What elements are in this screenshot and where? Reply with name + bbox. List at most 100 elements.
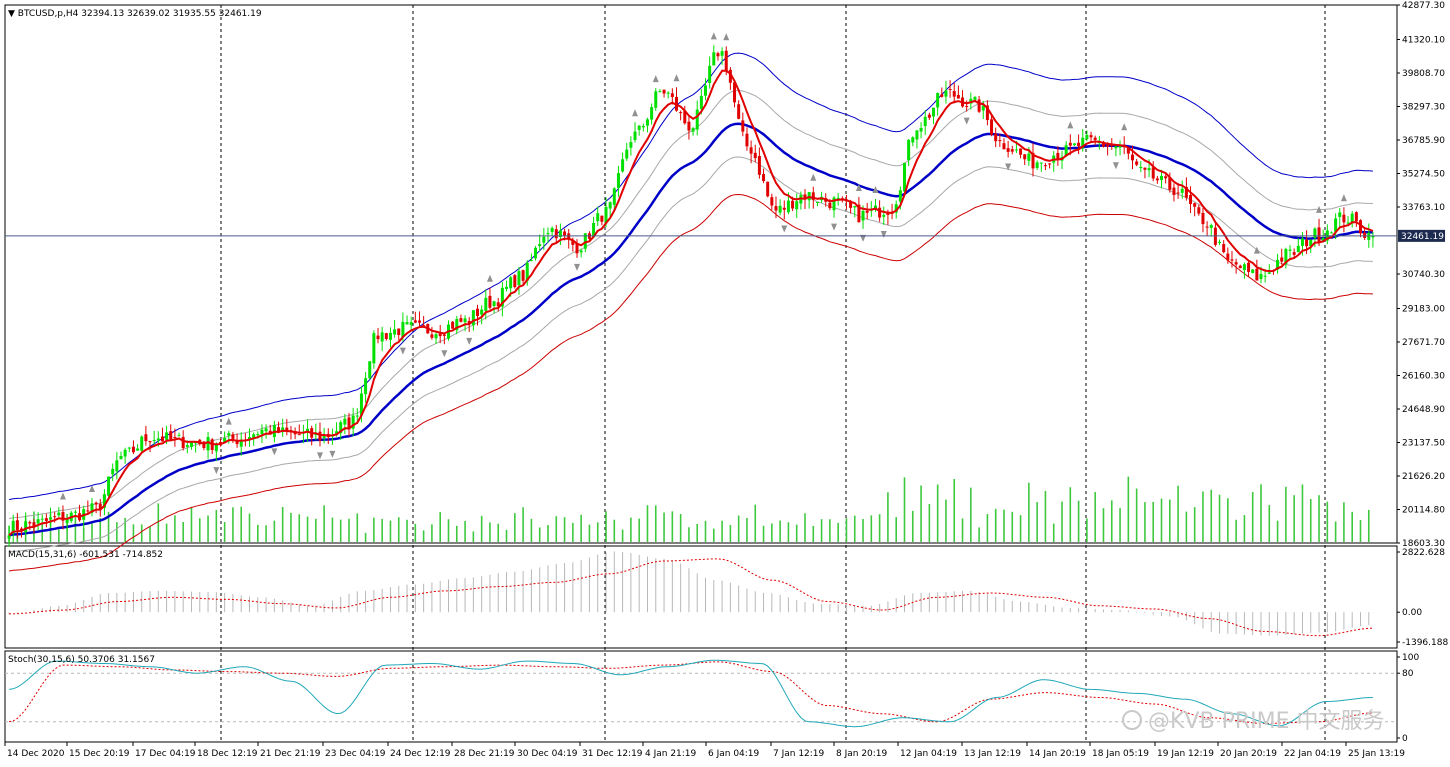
candle-body	[181, 436, 185, 449]
fractal-up-arrow	[673, 74, 680, 82]
candle	[654, 88, 658, 111]
current-price-tag	[1398, 229, 1445, 242]
candle	[641, 123, 645, 132]
candle	[753, 144, 757, 163]
candle-body	[1101, 141, 1105, 147]
candle-body	[733, 82, 737, 103]
candle	[227, 430, 231, 444]
candle-body	[878, 207, 882, 218]
candle-body	[1002, 143, 1006, 150]
time-tick-label: 31 Dec 12:19	[582, 749, 643, 759]
candle	[140, 435, 144, 453]
candle-body	[579, 250, 583, 253]
candle	[372, 330, 376, 369]
current-price-label: 32461.19	[1401, 232, 1444, 242]
fractal-down-arrow	[271, 448, 278, 456]
candle-body	[1234, 262, 1238, 265]
candle-body	[637, 125, 641, 130]
ema-slow-line	[8, 122, 1373, 537]
candle-body	[1334, 218, 1338, 232]
candle-body	[550, 227, 554, 232]
watermark: @KVB PRIME 中文服务	[1148, 709, 1384, 734]
candle-body	[936, 92, 940, 108]
candle	[500, 282, 504, 317]
candle-body	[1309, 239, 1313, 247]
candle-body	[463, 318, 467, 323]
candle	[107, 476, 111, 497]
candle-body	[227, 433, 231, 436]
candle-body	[1201, 212, 1205, 225]
candle-body	[865, 210, 869, 213]
candle-body	[737, 104, 741, 119]
candle	[998, 133, 1002, 148]
candle-body	[770, 197, 774, 206]
candle	[579, 248, 583, 258]
candle-body	[1135, 161, 1139, 165]
candle-body	[28, 522, 32, 524]
candle	[152, 430, 156, 447]
candle-body	[1255, 268, 1259, 281]
macd-tick-label: 0.00	[1402, 608, 1422, 618]
candle	[592, 216, 596, 238]
inner-upper-envelope-line	[9, 89, 1373, 519]
candle-body	[720, 51, 724, 56]
candle-body	[61, 512, 65, 521]
candle-body	[546, 233, 550, 235]
candle-body	[359, 393, 363, 416]
candle-body	[277, 427, 281, 433]
candle	[853, 205, 857, 218]
candle-body	[699, 95, 703, 109]
candle-body	[1019, 148, 1023, 155]
candle	[911, 136, 915, 147]
candle	[1201, 207, 1205, 233]
candle	[645, 117, 649, 133]
candle-body	[932, 107, 936, 117]
candle	[438, 324, 442, 344]
candle-body	[994, 133, 998, 142]
candle	[451, 320, 455, 330]
candle	[1135, 159, 1139, 167]
candle	[534, 245, 538, 261]
candle-body	[629, 142, 633, 148]
candle-body	[285, 427, 289, 432]
time-tick-label: 14 Jan 20:19	[1029, 749, 1086, 759]
candle	[720, 47, 724, 65]
candle	[1176, 182, 1180, 199]
candle-body	[803, 194, 807, 200]
candle-body	[488, 295, 492, 308]
candle-body	[886, 213, 890, 216]
candle	[434, 330, 438, 344]
candle-body	[500, 287, 504, 307]
candle	[496, 297, 500, 312]
candle-body	[1305, 239, 1309, 247]
candle-body	[206, 436, 210, 451]
candle	[413, 311, 417, 324]
candle	[778, 199, 782, 216]
price-tick-label: 24648.90	[1402, 405, 1445, 415]
candle-body	[583, 233, 587, 249]
candle	[111, 463, 115, 481]
candle	[169, 424, 173, 442]
candle	[1280, 248, 1284, 265]
candle-body	[24, 521, 28, 533]
candle-body	[625, 149, 629, 159]
fractal-up-arrow	[1316, 205, 1323, 213]
candle-body	[1276, 259, 1280, 270]
candle	[795, 193, 799, 218]
candle	[44, 513, 48, 528]
candle-body	[604, 206, 608, 224]
candle-body	[397, 328, 401, 336]
price-tick-label: 41320.10	[1402, 36, 1445, 46]
candle	[1354, 211, 1358, 227]
time-tick-label: 19 Jan 12:19	[1157, 749, 1214, 759]
candle	[1276, 253, 1280, 274]
candle	[1358, 219, 1362, 238]
candle	[94, 501, 98, 514]
candle	[650, 103, 654, 125]
candle-body	[7, 535, 11, 539]
candle-body	[1288, 249, 1292, 251]
candle-body	[1280, 257, 1284, 262]
candle	[1296, 238, 1300, 253]
time-tick-label: 14 Dec 2020	[7, 749, 65, 759]
